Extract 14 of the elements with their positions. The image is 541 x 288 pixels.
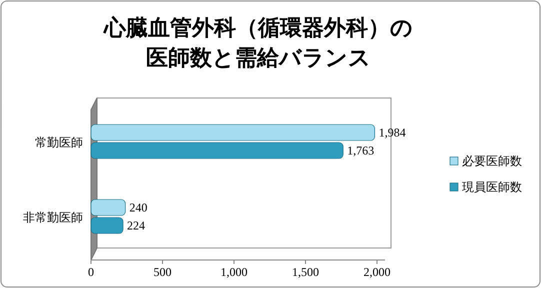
- legend-label: 現員医師数: [462, 180, 522, 194]
- data-label: 1,763: [347, 144, 374, 158]
- chart-title: 心臓血管外科（循環器外科）の医師数と需給バランス: [103, 15, 413, 70]
- x-tick-label: 500: [154, 265, 172, 279]
- data-label: 240: [129, 200, 148, 214]
- data-label: 224: [127, 218, 146, 232]
- x-tick-label: 2,000: [364, 265, 390, 279]
- x-tick-label: 1,500: [292, 265, 319, 279]
- legend-label: 必要医師数: [462, 154, 522, 168]
- x-tick-label: 1,000: [220, 265, 248, 279]
- y-tick-label: 非常勤医師: [23, 210, 83, 224]
- y-tick-label: 常勤医師: [35, 136, 83, 150]
- x-tick-label: 0: [88, 265, 94, 279]
- data-label: 1,984: [378, 126, 406, 140]
